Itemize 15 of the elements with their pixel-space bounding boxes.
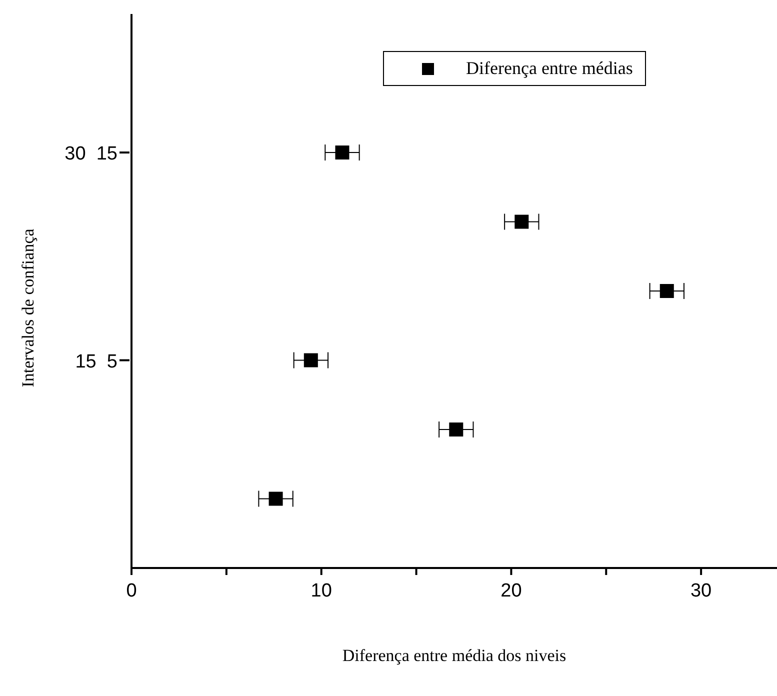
- x-tick-label: 10: [310, 580, 332, 602]
- y-tick-label: 30 15: [64, 144, 118, 164]
- x-tick-label: 0: [126, 580, 137, 602]
- legend-label: Diferença entre médias: [466, 58, 633, 79]
- y-axis-title: Intervalos de confiança: [18, 228, 38, 388]
- x-tick-label: 20: [500, 580, 522, 602]
- point: [514, 214, 529, 229]
- x-tick-label: 30: [690, 580, 712, 602]
- point: [304, 353, 318, 368]
- point: [449, 422, 464, 436]
- point: [335, 146, 350, 160]
- x-axis-title: Diferença entre média dos niveis: [342, 646, 566, 665]
- y-tick-label: 15 5: [75, 351, 118, 372]
- point: [268, 492, 283, 506]
- point: [660, 284, 674, 298]
